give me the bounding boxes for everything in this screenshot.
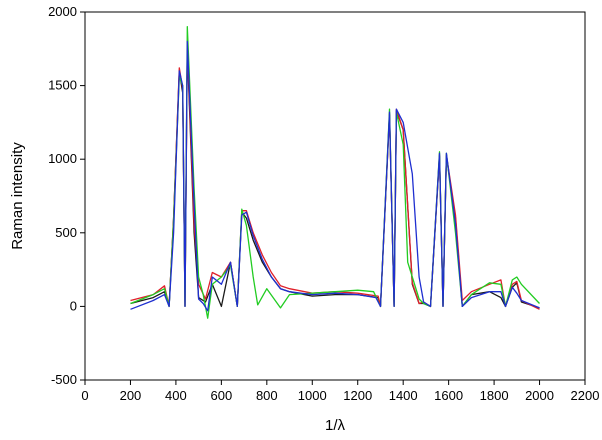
x-tick-label: 1400	[389, 388, 418, 403]
x-tick-label: 1800	[480, 388, 509, 403]
y-tick-label: -500	[51, 372, 77, 387]
plot-frame	[84, 11, 586, 381]
x-tick-label: 400	[165, 388, 187, 403]
ticks-layer: 0 200 400 600 800 1000 1200 1400 1600 1800 2000 220…	[48, 4, 599, 403]
x-tick-label: 1600	[434, 388, 463, 403]
y-tick-label: 1500	[48, 78, 77, 93]
x-tick-label: 0	[81, 388, 88, 403]
x-tick-label: 1200	[343, 388, 372, 403]
x-tick-label: 600	[211, 388, 233, 403]
series-layer	[130, 26, 540, 319]
x-tick-label: 2200	[571, 388, 600, 403]
y-tick-label: 1000	[48, 151, 77, 166]
series-line-red	[130, 43, 540, 310]
y-axis-title: Raman intensity	[9, 142, 26, 250]
x-tick-label: 2000	[525, 388, 554, 403]
series-line-blue	[130, 40, 540, 312]
x-tick-label: 200	[120, 388, 142, 403]
y-tick-label: 500	[55, 225, 77, 240]
y-tick-label: 0	[70, 298, 77, 313]
y-tick-label: 2000	[48, 4, 77, 19]
x-axis-title: 1/λ	[325, 417, 346, 434]
x-tick-label: 800	[256, 388, 278, 403]
x-tick-label: 1000	[298, 388, 327, 403]
